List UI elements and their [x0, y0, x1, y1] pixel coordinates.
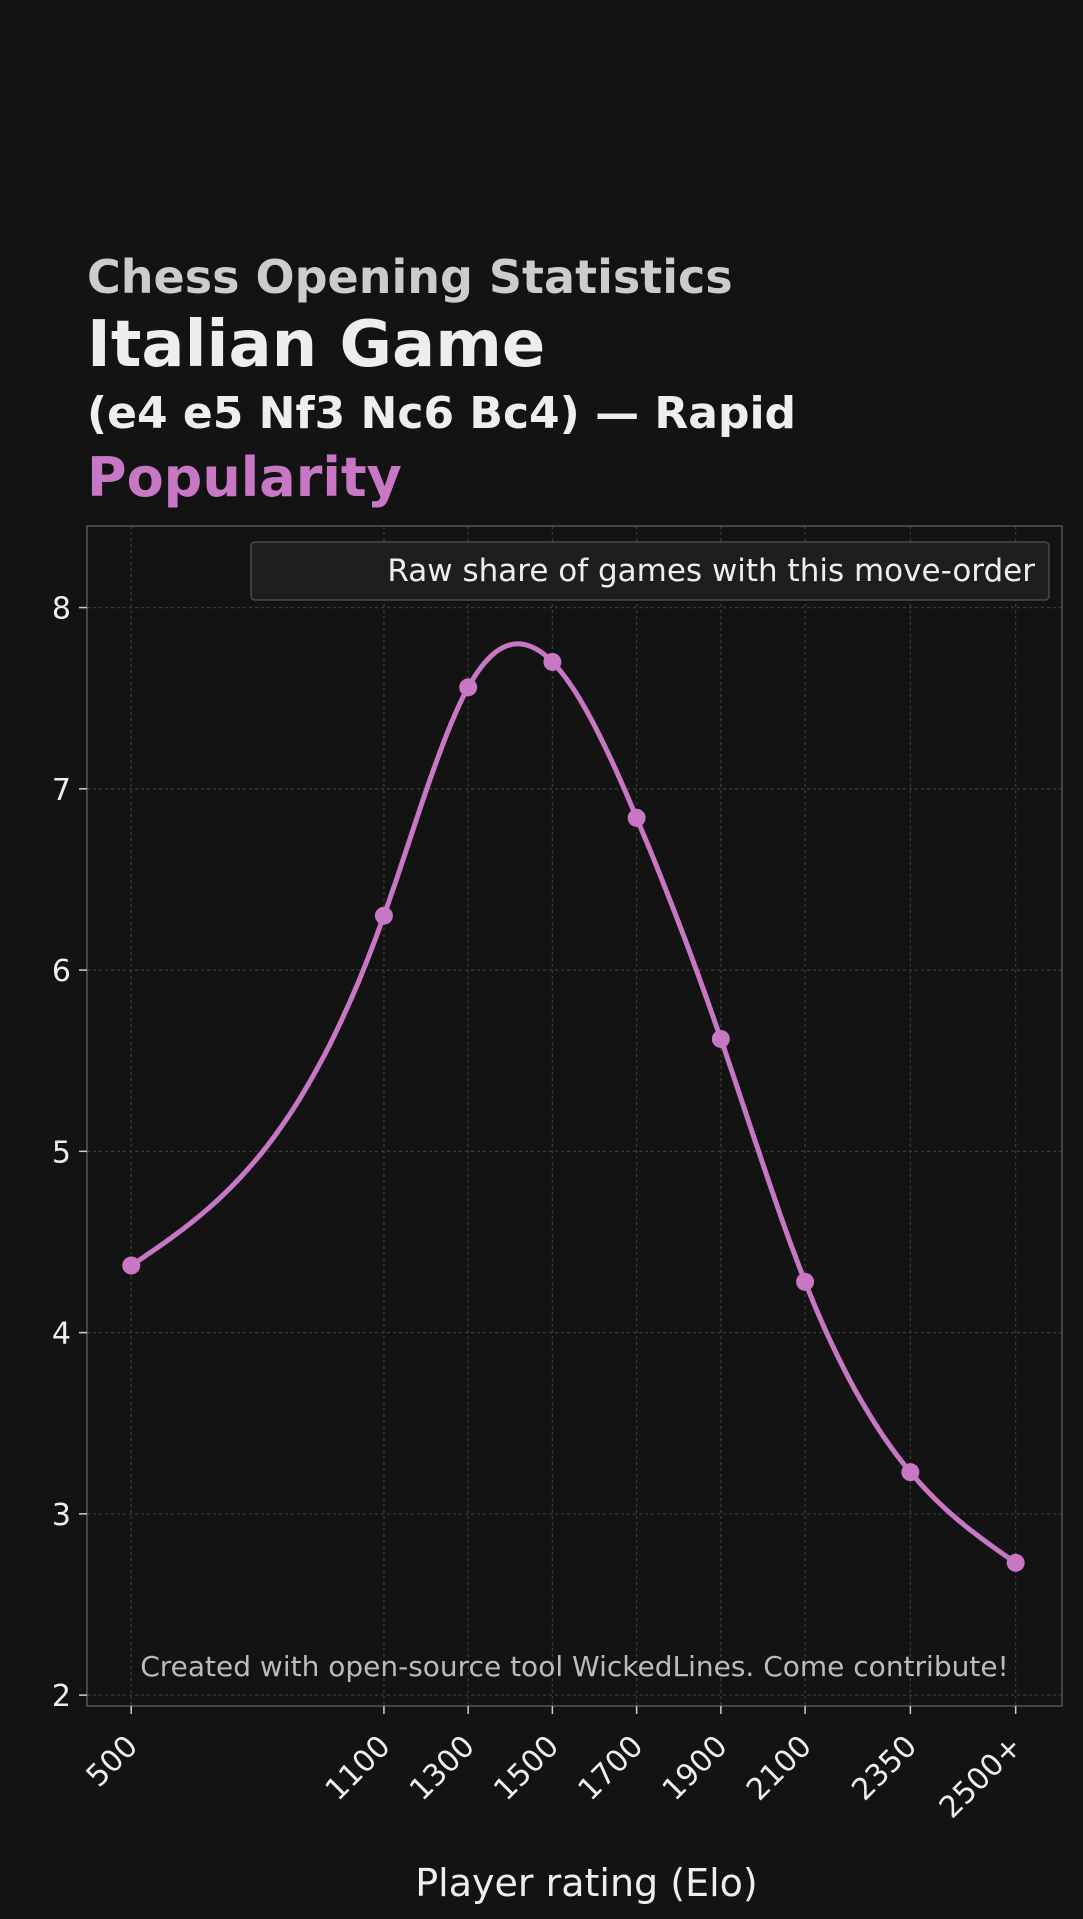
x-axis: 500 1100 1300 1500 1700 1900 2100 2350 2500+ — [80, 1706, 1030, 1826]
data-point — [543, 652, 562, 671]
x-tick-label: 2500+ — [933, 1729, 1030, 1826]
legend-box — [250, 541, 1050, 601]
data-point — [1006, 1553, 1025, 1572]
data-point — [711, 1029, 730, 1048]
y-tick-label: 6 — [52, 954, 71, 989]
x-axis-label: Player rating (Elo) — [415, 1861, 757, 1905]
data-point — [459, 678, 478, 697]
x-tick-label: 2350 — [845, 1729, 924, 1808]
watermark-annotation: Created with open-source tool WickedLine… — [140, 1650, 1009, 1683]
y-tick-label: 8 — [52, 592, 71, 627]
y-tick-label: 5 — [52, 1135, 71, 1170]
x-tick-label: 1500 — [487, 1729, 566, 1808]
data-point — [901, 1463, 920, 1482]
series-layer — [122, 641, 1025, 1572]
x-tick-label: 2100 — [740, 1729, 819, 1808]
opening-moves-subtitle: (e4 e5 Nf3 Nc6 Bc4) — Rapid — [87, 388, 797, 439]
metric-title: Popularity — [87, 446, 402, 509]
x-tick-label: 1900 — [656, 1729, 735, 1808]
y-tick-label: 3 — [52, 1498, 71, 1533]
y-tick-label: 4 — [52, 1317, 71, 1352]
x-tick-label: 1300 — [403, 1729, 482, 1808]
opening-title: Italian Game — [87, 308, 546, 382]
x-tick-label: 1100 — [319, 1729, 398, 1808]
y-tick-label: 7 — [52, 773, 71, 808]
data-point — [122, 1256, 141, 1275]
data-point — [374, 906, 393, 925]
chart-supertitle: Chess Opening Statistics — [87, 250, 733, 304]
x-tick-label: 1700 — [572, 1729, 651, 1808]
grid-lines — [87, 526, 1062, 1706]
legend: Raw share of games with this move-order — [250, 541, 1050, 601]
y-tick-label: 2 — [52, 1679, 71, 1714]
legend-entry: Raw share of games with this move-order — [387, 553, 1035, 589]
series-line — [129, 641, 1018, 1565]
data-point — [627, 808, 646, 827]
y-axis: 2 3 4 5 6 7 8 — [52, 592, 87, 1714]
x-tick-label: 500 — [80, 1729, 145, 1794]
data-point — [796, 1272, 815, 1291]
plot-frame — [86, 525, 1063, 1707]
